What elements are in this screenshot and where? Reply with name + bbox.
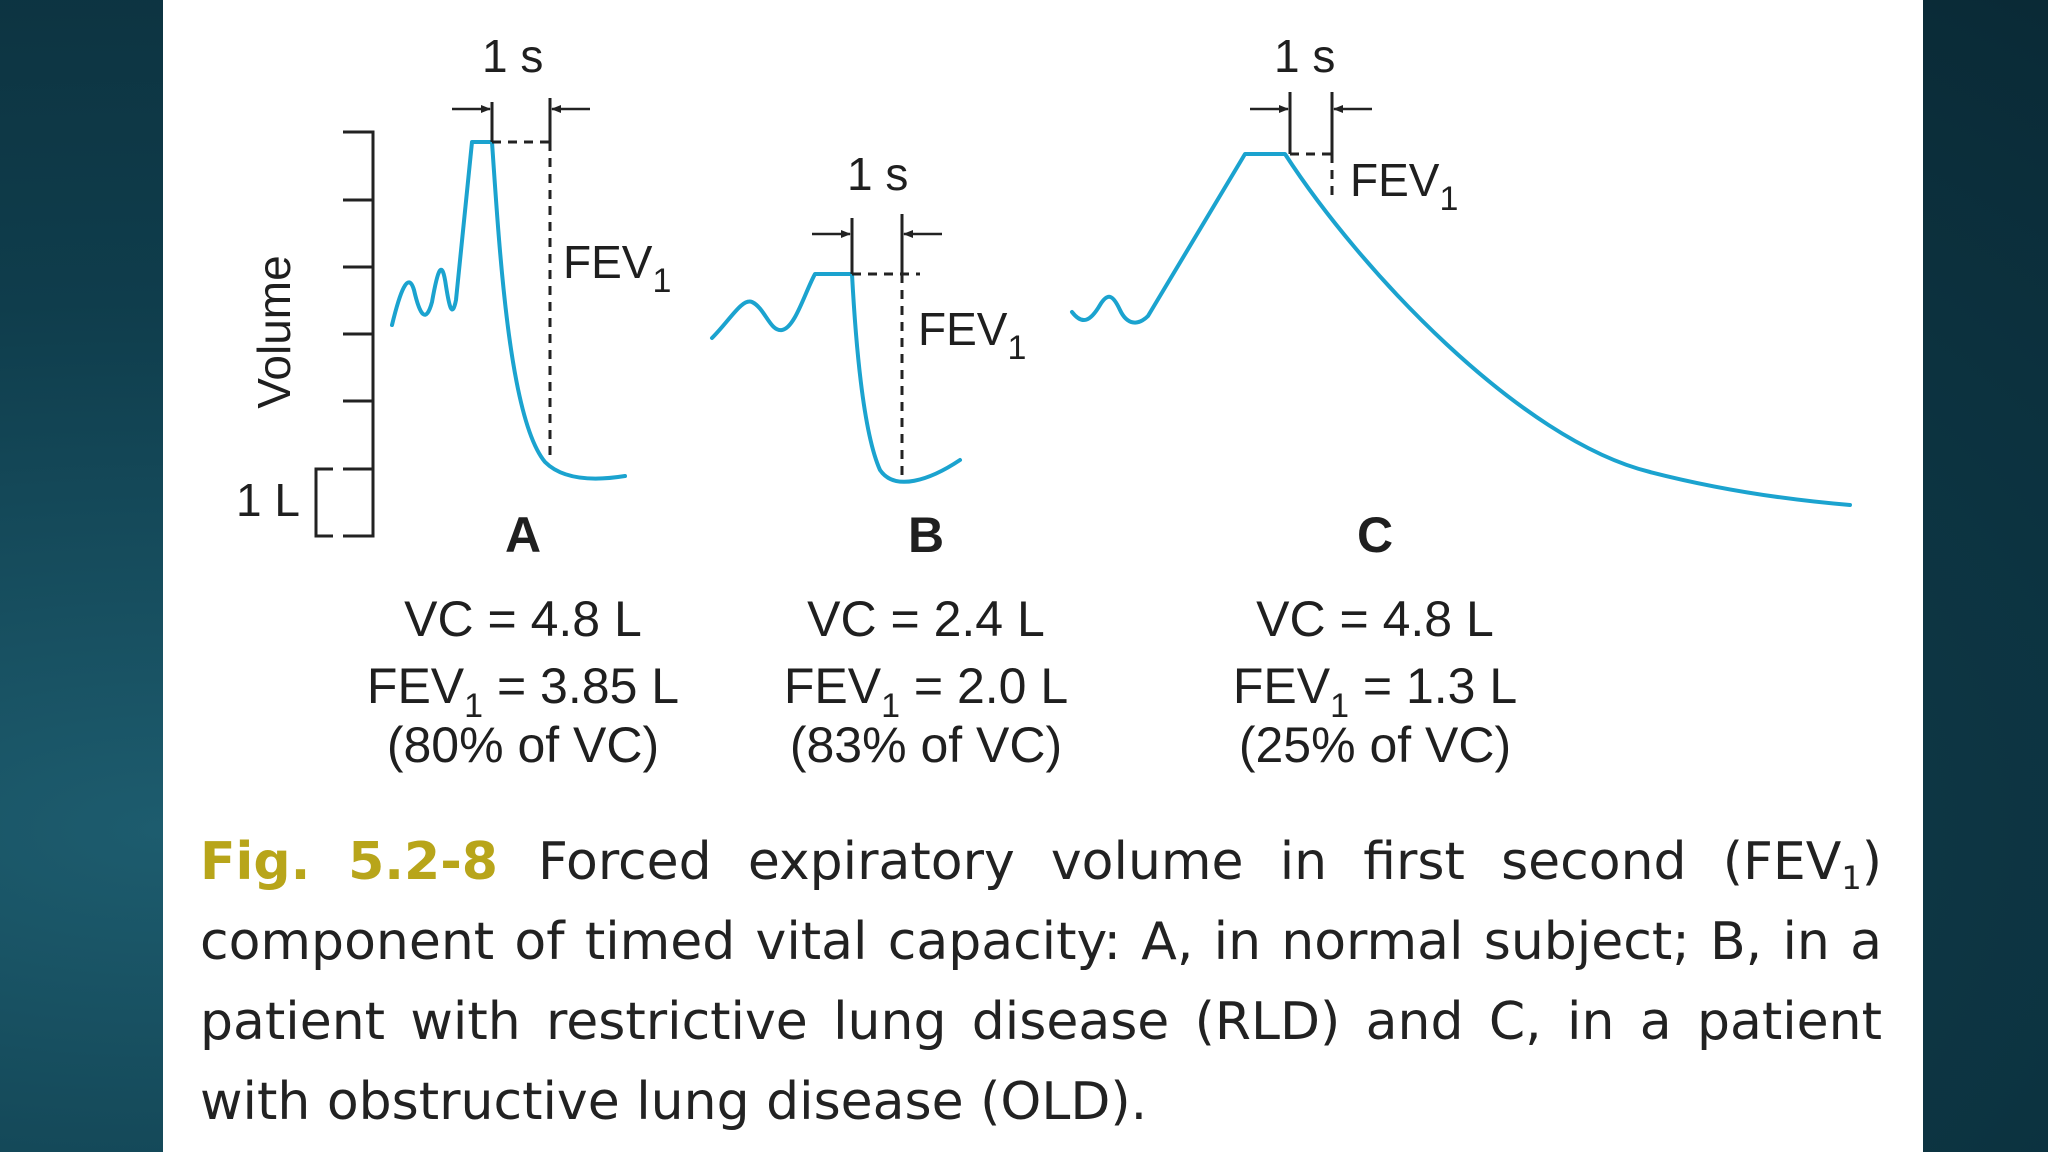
stats-a: VC = 4.8 L FEV1 = 3.85 L (80% of VC) — [367, 591, 679, 773]
fev-value-c: FEV1 = 1.3 L — [1233, 658, 1517, 725]
figure-number: Fig. 5.2-8 — [200, 832, 498, 892]
fev-marker-c — [1250, 92, 1372, 198]
scale-label: 1 L — [236, 474, 300, 526]
time-label-a: 1 s — [482, 30, 543, 82]
percent-c: (25% of VC) — [1239, 717, 1511, 773]
vc-value-c: VC = 4.8 L — [1256, 591, 1494, 647]
time-label-b: 1 s — [847, 148, 908, 200]
panel-letter-b: B — [908, 507, 944, 563]
panel-letter-c: C — [1357, 507, 1393, 563]
fev-value-b: FEV1 = 2.0 L — [784, 658, 1068, 725]
fev-marker-b — [812, 214, 942, 480]
time-label-c: 1 s — [1274, 30, 1335, 82]
fev-label-b: FEV1 — [918, 303, 1026, 367]
fev-label-c: FEV1 — [1350, 154, 1458, 218]
slide-card — [163, 0, 1923, 1152]
percent-a: (80% of VC) — [387, 717, 659, 773]
one-liter-bracket — [314, 467, 333, 538]
curve-a — [390, 140, 627, 481]
panel-letter-a: A — [505, 507, 541, 563]
y-axis-label: Volume — [248, 255, 300, 408]
fev-value-a: FEV1 = 3.85 L — [367, 658, 679, 725]
fev-marker-a — [452, 98, 590, 462]
stats-c: VC = 4.8 L FEV1 = 1.3 L (25% of VC) — [1233, 591, 1517, 773]
percent-b: (83% of VC) — [790, 717, 1062, 773]
caption-subscript: 1 — [1841, 859, 1862, 897]
figure-caption: Fig. 5.2-8 Forced expiratory volume in fi… — [200, 822, 1882, 1142]
fev-label-a: FEV1 — [563, 236, 671, 300]
spirometry-figure: Volume 1 L 1 s FEV1 A 1 s FEV1 B 1 s FEV… — [236, 30, 1852, 773]
stats-b: VC = 2.4 L FEV1 = 2.0 L (83% of VC) — [784, 591, 1068, 773]
caption-text-1: Forced expiratory volume in first second… — [537, 832, 1842, 892]
vc-value-b: VC = 2.4 L — [807, 591, 1045, 647]
volume-axis — [314, 130, 375, 538]
curve-b — [710, 272, 962, 484]
curve-c — [1070, 152, 1852, 507]
caption-text-2: ) component of timed vital capacity: A, … — [200, 832, 1882, 1132]
vc-value-a: VC = 4.8 L — [404, 591, 642, 647]
